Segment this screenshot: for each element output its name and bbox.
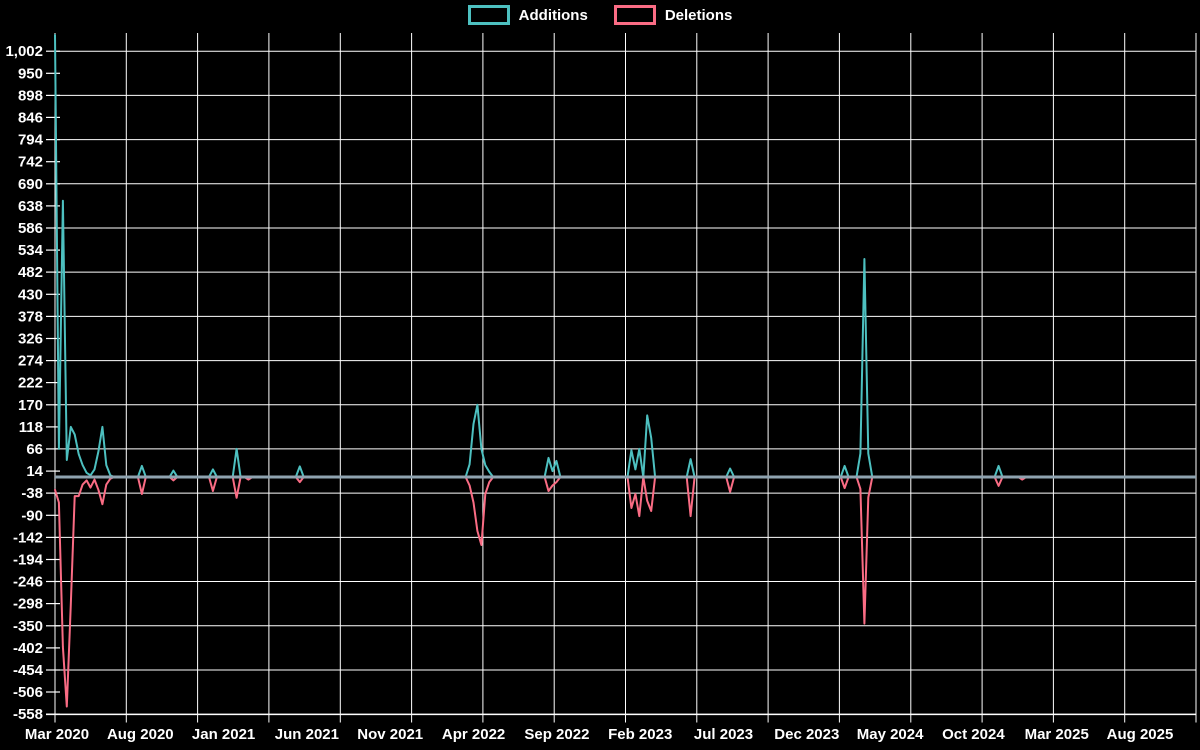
additions-swatch-icon [467, 5, 510, 25]
series-segment [208, 476, 218, 492]
x-tick-label: Oct 2024 [942, 726, 1005, 743]
series-segment [642, 476, 657, 512]
series-segment [725, 476, 736, 493]
series-deletions [54, 476, 1028, 708]
series-segment [54, 476, 116, 708]
y-tick-label: 378 [18, 308, 43, 325]
y-tick-label: 170 [18, 397, 43, 414]
x-tick-label: Mar 2025 [1025, 726, 1089, 743]
series-segment [54, 34, 116, 478]
series-segment [855, 258, 874, 478]
vertical-gridlines [54, 33, 1197, 723]
y-tick-label: 846 [18, 109, 43, 126]
series-segment [168, 469, 179, 478]
x-tick-label: Aug 2025 [1107, 726, 1174, 743]
y-tick-label: 118 [19, 419, 43, 436]
series-segment [642, 414, 657, 478]
series-segment [136, 476, 147, 495]
x-tick-label: Aug 2020 [107, 726, 174, 743]
series-segment [993, 476, 1004, 487]
legend-label-additions: Additions [518, 6, 588, 24]
y-tick-label: -142 [13, 529, 43, 546]
y-tick-label: 274 [18, 353, 44, 370]
x-tick-label: Nov 2021 [357, 726, 423, 743]
y-axis-ticks: -558 -506 -454 -402 -350 -298 -246 -194 -142 -90 -… [5, 43, 60, 723]
legend-item-deletions[interactable]: Deletions [613, 5, 733, 25]
x-tick-label: Mar 2020 [25, 726, 89, 743]
series-segment [294, 476, 305, 484]
y-tick-label: 66 [26, 441, 43, 458]
y-tick-label: 430 [18, 286, 43, 303]
y-tick-label: 482 [18, 264, 43, 281]
y-tick-label: 898 [18, 87, 43, 104]
series-segment [294, 465, 305, 478]
series-segment [543, 476, 562, 492]
y-tick-label: 1,002 [5, 43, 43, 60]
y-tick-label: -558 [13, 706, 43, 723]
y-tick-label: -454 [13, 662, 44, 679]
series-segment [543, 456, 562, 478]
legend-label-deletions: Deletions [664, 6, 733, 24]
y-tick-label: 586 [18, 220, 43, 237]
y-tick-label: -506 [13, 684, 43, 701]
x-tick-label: Jul 2023 [694, 726, 753, 743]
x-tick-label: May 2024 [857, 726, 924, 743]
series-segment [231, 476, 242, 499]
y-tick-label: -298 [13, 596, 43, 613]
series-segment [993, 464, 1004, 478]
series-additions [54, 34, 1004, 478]
x-tick-label: Sep 2022 [524, 726, 589, 743]
x-tick-label: Feb 2023 [608, 726, 672, 743]
chart-legend: Additions Deletions [0, 5, 1200, 25]
series-segment [839, 464, 850, 478]
series-segment [839, 476, 850, 490]
series-segment [464, 403, 495, 478]
y-tick-label: -246 [13, 574, 43, 591]
y-tick-label: -38 [21, 485, 43, 502]
y-tick-label: 14 [26, 463, 43, 480]
x-tick-label: Jun 2021 [275, 726, 339, 743]
y-tick-label: 794 [18, 132, 44, 149]
y-tick-label: -402 [13, 640, 43, 657]
y-tick-label: 690 [18, 176, 43, 193]
legend-item-additions[interactable]: Additions [467, 5, 588, 25]
series-segment [685, 476, 696, 518]
y-tick-label: 534 [18, 242, 44, 259]
deletions-swatch-icon [613, 5, 656, 25]
y-tick-label: 950 [18, 65, 43, 82]
y-tick-label: -350 [13, 618, 43, 635]
y-tick-label: 222 [18, 375, 43, 392]
y-tick-label: 742 [18, 154, 43, 171]
series-segment [626, 476, 645, 518]
series-segment [855, 476, 874, 625]
series-segment [464, 476, 495, 546]
x-tick-label: Apr 2022 [442, 726, 505, 743]
series-segment [626, 447, 645, 478]
x-tick-label: Jan 2021 [192, 726, 255, 743]
y-tick-label: -90 [21, 507, 43, 524]
series-segment [685, 458, 696, 478]
series-segment [231, 447, 242, 478]
y-tick-label: -194 [13, 552, 44, 569]
series-segment [136, 464, 147, 478]
x-tick-label: Dec 2023 [774, 726, 839, 743]
y-tick-label: 638 [18, 198, 43, 215]
y-tick-label: 326 [18, 331, 43, 348]
x-axis-labels: Mar 2020 Aug 2020 Jan 2021 Jun 2021 Nov 2021… [25, 726, 1173, 743]
series-segment [208, 468, 218, 478]
series-segment [725, 467, 736, 478]
